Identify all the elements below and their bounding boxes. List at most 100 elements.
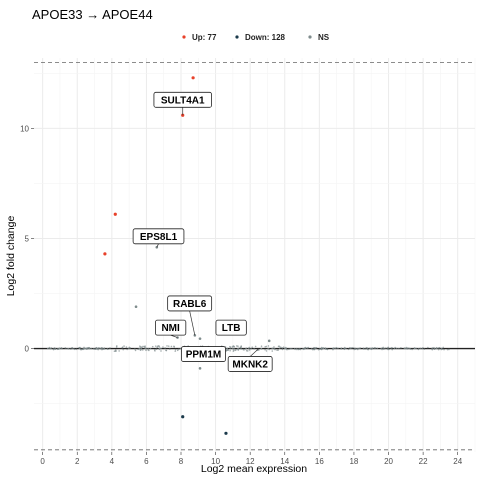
background-point xyxy=(109,347,111,349)
background-point xyxy=(271,350,274,352)
background-point xyxy=(421,347,423,350)
x-tick-label: 12 xyxy=(246,457,255,466)
background-point xyxy=(313,348,316,351)
background-point xyxy=(244,348,247,350)
background-point xyxy=(102,348,105,350)
background-point xyxy=(155,348,158,351)
background-point xyxy=(139,349,142,352)
label-box xyxy=(155,319,187,336)
background-point xyxy=(178,348,180,351)
background-point xyxy=(322,347,324,349)
background-point xyxy=(225,349,228,352)
label-text: EPS8L1 xyxy=(140,232,178,243)
label-box xyxy=(153,91,212,108)
background-point xyxy=(373,347,376,349)
background-point xyxy=(170,345,173,348)
background-point xyxy=(317,348,320,351)
background-point xyxy=(357,347,359,350)
background-point xyxy=(267,345,270,347)
background-point xyxy=(242,348,245,351)
background-point xyxy=(141,349,144,351)
background-point xyxy=(248,349,251,351)
background-point xyxy=(232,349,235,351)
background-point xyxy=(92,348,95,350)
background-point xyxy=(282,346,285,348)
background-point xyxy=(347,348,350,351)
background-point xyxy=(411,348,413,351)
background-point xyxy=(356,348,358,350)
label-text: RABL6 xyxy=(173,299,207,310)
legend-swatch xyxy=(235,35,239,39)
background-point xyxy=(354,348,357,350)
background-point xyxy=(144,345,146,347)
background-point xyxy=(340,347,343,349)
x-tick-label: 14 xyxy=(280,457,289,466)
point-ns xyxy=(267,339,271,343)
label-text: SULT4A1 xyxy=(161,95,205,106)
background-point xyxy=(118,350,120,352)
background-point xyxy=(448,348,450,351)
background-point xyxy=(148,349,150,352)
background-point xyxy=(54,348,56,351)
gene-label-ppm1m: PPM1M xyxy=(181,346,226,362)
background-point xyxy=(147,347,149,350)
background-point xyxy=(226,347,228,350)
background-point xyxy=(433,346,435,349)
background-point xyxy=(281,346,283,349)
background-point xyxy=(265,350,268,352)
legend: Up: 77 Down: 128 NS xyxy=(182,33,330,42)
legend-item-ns: NS xyxy=(308,33,330,42)
background-point xyxy=(352,346,354,349)
background-point xyxy=(60,347,63,349)
background-point xyxy=(67,348,70,350)
background-point xyxy=(315,346,318,349)
legend-label: NS xyxy=(318,33,330,42)
background-point xyxy=(253,348,255,350)
x-axis-ticks: 0 2 4 6 8 10 12 14 16 18 20 22 24 xyxy=(40,452,463,466)
background-point xyxy=(78,347,81,350)
background-point xyxy=(393,347,396,350)
background-point xyxy=(176,349,179,352)
point-up xyxy=(113,212,117,216)
background-point xyxy=(273,346,275,348)
background-point xyxy=(157,345,160,347)
label-box xyxy=(132,228,185,245)
background-point xyxy=(123,345,125,347)
background-point xyxy=(370,347,372,350)
background-point xyxy=(154,350,156,352)
background-point xyxy=(145,349,147,352)
background-point xyxy=(442,346,445,349)
background-point xyxy=(277,349,280,351)
background-point xyxy=(248,347,250,350)
label-text: MKNK2 xyxy=(232,360,268,371)
legend-item-down: Down: 128 xyxy=(235,33,286,42)
background-point xyxy=(281,348,284,351)
background-point xyxy=(142,345,144,348)
background-point xyxy=(427,346,429,349)
label-text: PPM1M xyxy=(186,350,222,361)
background-point xyxy=(107,348,109,351)
background-point xyxy=(140,347,143,350)
background-point xyxy=(229,349,231,352)
background-point xyxy=(250,348,252,350)
x-tick-label: 20 xyxy=(384,457,393,466)
background-point xyxy=(154,345,157,347)
background-point xyxy=(251,346,254,348)
background-point xyxy=(405,346,408,349)
background-point xyxy=(160,347,162,350)
background-point xyxy=(387,346,389,349)
background-point xyxy=(296,347,298,350)
point-down xyxy=(181,415,185,419)
background-point xyxy=(276,349,278,352)
background-point xyxy=(433,348,436,350)
background-point xyxy=(345,347,347,350)
point-down xyxy=(224,431,228,435)
background-point xyxy=(403,347,406,350)
background-point xyxy=(288,348,290,351)
background-point xyxy=(431,348,434,351)
label-box xyxy=(215,319,247,336)
background-point xyxy=(98,347,101,349)
background-point xyxy=(126,348,128,351)
background-point xyxy=(237,345,239,348)
background-point xyxy=(122,348,125,351)
